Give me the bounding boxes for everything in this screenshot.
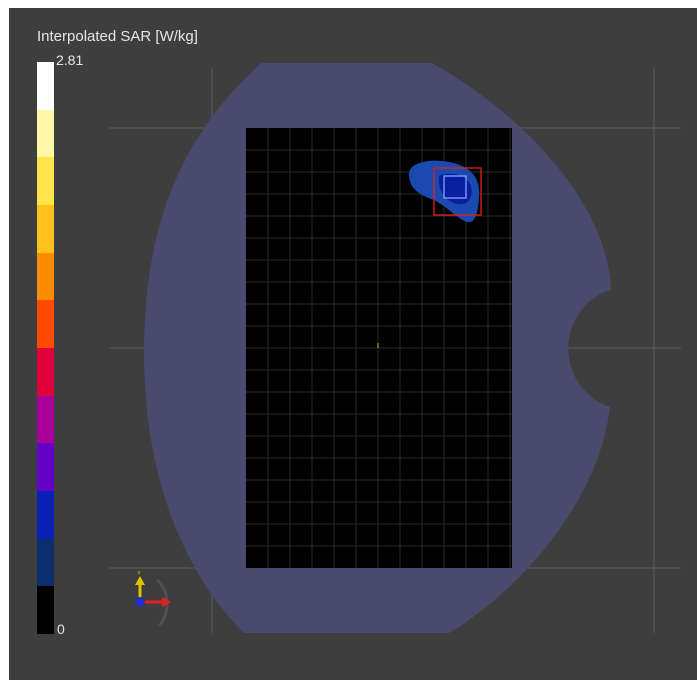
color-scale-segment [37, 491, 54, 539]
color-scale-segment [37, 538, 54, 587]
scale-max-label: 2.81 [56, 52, 84, 68]
y-axis-label: Y [137, 571, 141, 577]
color-scale-segment [37, 443, 54, 492]
peak-sar-box [433, 167, 482, 216]
color-scale-segment [37, 157, 54, 206]
color-scale-segment [37, 252, 54, 301]
color-scale-segment [37, 586, 54, 635]
y-axis-arrowhead [135, 576, 145, 585]
axis-triad[interactable]: Y [135, 571, 171, 627]
sar-scene: Y [109, 63, 681, 633]
color-scale-segment [37, 205, 54, 253]
sar-viewport[interactable]: Y Interpolated SAR [W/kg] 2.81 0 [9, 8, 697, 680]
sar-hotspot-core [438, 173, 472, 205]
legend-title: Interpolated SAR [W/kg] [37, 28, 198, 45]
scale-min-label: 0 [57, 621, 65, 637]
x-axis-arrowhead [162, 597, 171, 607]
color-scale-segment [37, 300, 54, 349]
peak-sar-inner-box [443, 175, 467, 199]
color-scale-segment [37, 109, 54, 158]
color-scale-bar [37, 62, 54, 635]
z-axis-sphere [135, 597, 145, 607]
color-scale-segment [37, 395, 54, 444]
color-scale-segment [37, 348, 54, 396]
color-scale-segment [37, 62, 54, 110]
